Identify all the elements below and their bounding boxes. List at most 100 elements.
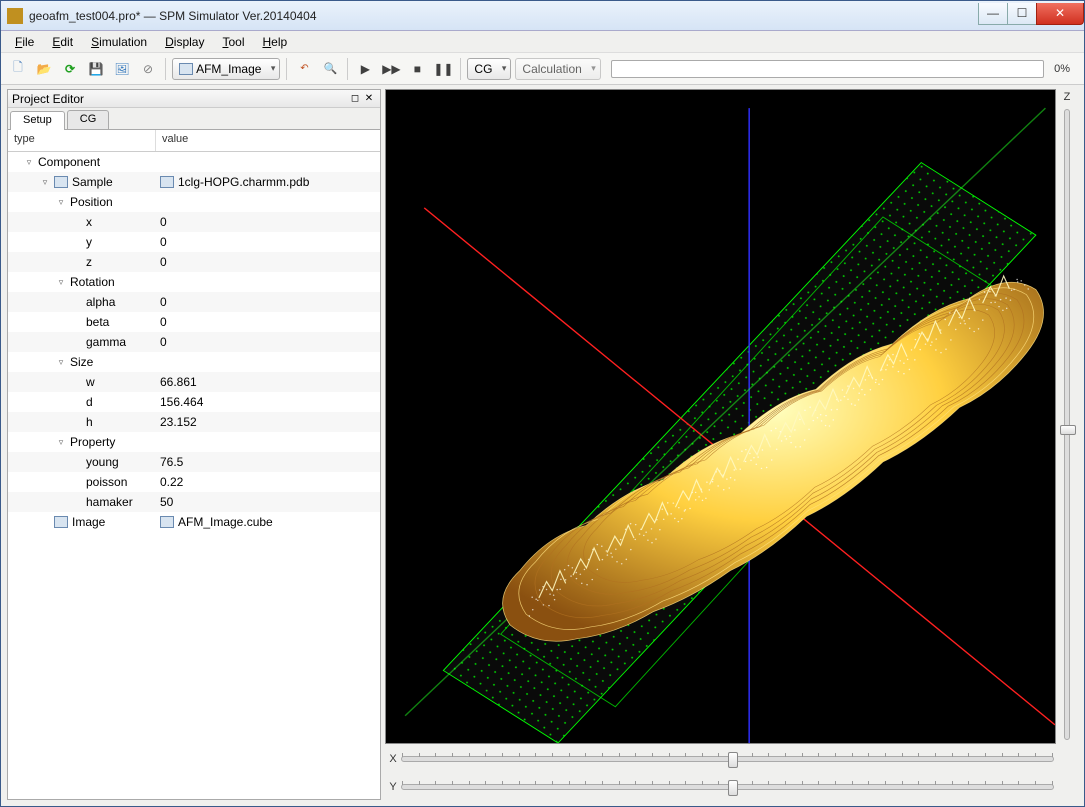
calc-select-label: Calculation bbox=[522, 62, 581, 76]
mode-select-label: CG bbox=[474, 62, 492, 76]
tab-setup[interactable]: Setup bbox=[10, 111, 65, 130]
tree-label: w bbox=[86, 375, 95, 389]
z-slider: Z bbox=[1056, 89, 1078, 744]
x-axis-label: X bbox=[385, 753, 401, 765]
menu-edit[interactable]: Edit bbox=[44, 33, 81, 51]
viewport-column: Z X Y bbox=[385, 89, 1078, 800]
tree-row[interactable]: gamma0 bbox=[8, 332, 380, 352]
panel-titlebar: Project Editor ◻ ✕ bbox=[8, 90, 380, 108]
app-window: geoafm_test004.pro* — SPM Simulator Ver.… bbox=[0, 0, 1085, 807]
node-icon bbox=[54, 176, 68, 188]
tree-value[interactable]: 156.464 bbox=[160, 395, 203, 409]
tree-label: beta bbox=[86, 315, 109, 329]
z-slider-thumb[interactable] bbox=[1060, 425, 1076, 435]
tree-row[interactable]: ▿Size bbox=[8, 352, 380, 372]
tree-value[interactable]: 0 bbox=[160, 295, 167, 309]
pause-icon[interactable]: ❚❚ bbox=[432, 58, 454, 80]
tree-row[interactable]: Image AFM_Image.cube bbox=[8, 512, 380, 532]
tree-value[interactable]: 0 bbox=[160, 315, 167, 329]
zoom-icon[interactable]: 🔍 bbox=[319, 58, 341, 80]
tree-label: Sample bbox=[72, 175, 113, 189]
3d-viewport[interactable] bbox=[385, 89, 1056, 744]
delete-icon[interactable]: ⊘ bbox=[137, 58, 159, 80]
expander-icon bbox=[72, 477, 82, 487]
y-slider-thumb[interactable] bbox=[728, 780, 738, 796]
maximize-button[interactable]: ☐ bbox=[1007, 3, 1037, 25]
tree-row[interactable]: alpha 0 bbox=[8, 292, 380, 312]
panel-close-icon[interactable]: ✕ bbox=[362, 93, 376, 104]
tree-label: Property bbox=[70, 435, 115, 449]
project-editor-panel: Project Editor ◻ ✕ Setup CG type value ▿… bbox=[7, 89, 381, 800]
tree-value[interactable]: 1clg-HOPG.charmm.pdb bbox=[178, 175, 309, 189]
refresh-icon[interactable]: ⟳ bbox=[59, 58, 81, 80]
open-file-icon[interactable]: 📂 bbox=[33, 58, 55, 80]
tree-value[interactable]: AFM_Image.cube bbox=[178, 515, 273, 529]
tree-row[interactable]: y0 bbox=[8, 232, 380, 252]
window-controls: — ☐ ✕ bbox=[979, 3, 1084, 25]
expander-icon[interactable]: ▿ bbox=[40, 177, 50, 187]
tree-row[interactable]: ▿Component bbox=[8, 152, 380, 172]
tree-row[interactable]: ▿ Sample 1clg-HOPG.charmm.pdb bbox=[8, 172, 380, 192]
tab-cg[interactable]: CG bbox=[67, 110, 110, 129]
panel-undock-icon[interactable]: ◻ bbox=[348, 93, 362, 104]
menu-display[interactable]: Display bbox=[157, 33, 212, 51]
tree-label: Image bbox=[72, 515, 105, 529]
tree-row[interactable]: ▿ Position bbox=[8, 192, 380, 212]
tree-value[interactable]: 0 bbox=[160, 215, 167, 229]
x-slider-track[interactable] bbox=[401, 756, 1054, 762]
stop-icon[interactable]: ■ bbox=[406, 58, 428, 80]
z-slider-track[interactable] bbox=[1064, 109, 1070, 740]
expander-icon[interactable]: ▿ bbox=[56, 437, 66, 447]
minimize-button[interactable]: — bbox=[978, 3, 1008, 25]
tree-value[interactable]: 66.861 bbox=[160, 375, 197, 389]
node-icon bbox=[54, 516, 68, 528]
calc-select[interactable]: Calculation bbox=[515, 58, 600, 80]
mode-select[interactable]: CG bbox=[467, 58, 511, 80]
x-slider-row: X bbox=[385, 748, 1078, 770]
menu-tool[interactable]: Tool bbox=[214, 33, 252, 51]
image-icon[interactable]: 🖼 bbox=[111, 58, 133, 80]
save-icon[interactable]: 💾 bbox=[85, 58, 107, 80]
undo-icon[interactable]: ↶ bbox=[293, 58, 315, 80]
new-file-icon[interactable]: 🗋 bbox=[7, 58, 29, 80]
tree-value[interactable]: 23.152 bbox=[160, 415, 197, 429]
tree-value[interactable]: 0 bbox=[160, 235, 167, 249]
tree-row[interactable]: hamaker50 bbox=[8, 492, 380, 512]
fast-forward-icon[interactable]: ▶▶ bbox=[380, 58, 402, 80]
tree-row[interactable]: poisson0.22 bbox=[8, 472, 380, 492]
expander-icon bbox=[72, 397, 82, 407]
tree-label: alpha bbox=[86, 295, 115, 309]
tree-value[interactable]: 0 bbox=[160, 255, 167, 269]
expander-icon[interactable]: ▿ bbox=[56, 197, 66, 207]
tree-row[interactable]: x0 bbox=[8, 212, 380, 232]
menu-file[interactable]: File bbox=[7, 33, 42, 51]
column-type[interactable]: type bbox=[8, 130, 156, 151]
view-select[interactable]: AFM_Image bbox=[172, 58, 280, 80]
viewport-row: Z bbox=[385, 89, 1078, 744]
expander-icon[interactable]: ▿ bbox=[24, 157, 34, 167]
menu-simulation[interactable]: Simulation bbox=[83, 33, 155, 51]
expander-icon[interactable]: ▿ bbox=[56, 357, 66, 367]
tree-row[interactable]: ▿Rotation bbox=[8, 272, 380, 292]
tree-row[interactable]: d156.464 bbox=[8, 392, 380, 412]
tree-value[interactable]: 76.5 bbox=[160, 455, 183, 469]
tree-row[interactable]: w 66.861 bbox=[8, 372, 380, 392]
tree-row[interactable]: h23.152 bbox=[8, 412, 380, 432]
tree-row[interactable]: young76.5 bbox=[8, 452, 380, 472]
close-button[interactable]: ✕ bbox=[1036, 3, 1084, 25]
column-value[interactable]: value bbox=[156, 130, 194, 151]
y-slider-track[interactable] bbox=[401, 784, 1054, 790]
tree-value[interactable]: 50 bbox=[160, 495, 173, 509]
tree-row[interactable]: z0 bbox=[8, 252, 380, 272]
tree-row[interactable]: ▿ Property bbox=[8, 432, 380, 452]
tree-row[interactable]: beta 0 bbox=[8, 312, 380, 332]
x-slider-thumb[interactable] bbox=[728, 752, 738, 768]
tree-label: Position bbox=[70, 195, 113, 209]
tree-value[interactable]: 0.22 bbox=[160, 475, 183, 489]
tree-value[interactable]: 0 bbox=[160, 335, 167, 349]
play-icon[interactable]: ▶ bbox=[354, 58, 376, 80]
expander-icon[interactable]: ▿ bbox=[56, 277, 66, 287]
menu-help[interactable]: Help bbox=[254, 33, 295, 51]
property-tree[interactable]: ▿Component▿Sample1clg-HOPG.charmm.pdb▿Po… bbox=[8, 152, 380, 799]
xy-sliders: X Y bbox=[385, 744, 1078, 800]
